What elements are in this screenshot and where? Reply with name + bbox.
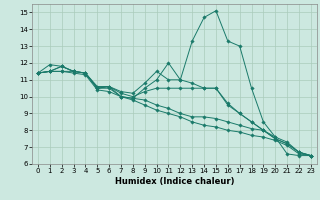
X-axis label: Humidex (Indice chaleur): Humidex (Indice chaleur) [115, 177, 234, 186]
